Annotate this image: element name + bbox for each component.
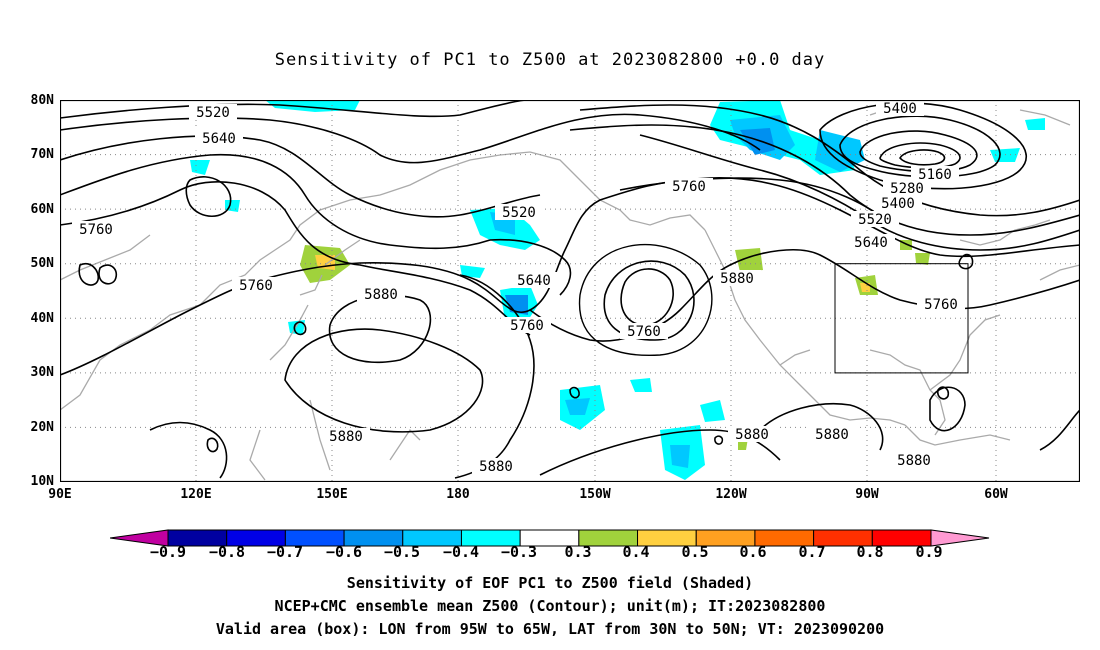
lon-label-90w: 90W xyxy=(855,487,879,502)
contour-label-text: 5640 xyxy=(517,273,551,289)
colorbar xyxy=(110,529,990,547)
contour-label-5880e: 5880 xyxy=(728,426,776,443)
map-panel: 5520 5640 5760 5520 5760 5880 5640 5760 … xyxy=(60,100,1080,482)
contour-label-text: 5880 xyxy=(720,271,754,287)
contour-label-5520b: 5520 xyxy=(495,204,543,221)
colorbar-label: −0.5 xyxy=(383,543,421,561)
contour-label-text: 5400 xyxy=(883,101,917,117)
colorbar-label: 0.8 xyxy=(856,543,884,561)
coastlines xyxy=(60,100,1080,481)
contour-label-5880b: 5880 xyxy=(713,270,761,287)
contour-label-5880f: 5880 xyxy=(808,426,856,443)
contour-label-5880d: 5880 xyxy=(472,458,520,475)
contour-label-5520c: 5520 xyxy=(851,211,899,228)
footer-line-1: Sensitivity of EOF PC1 to Z500 field (Sh… xyxy=(346,574,754,592)
contour-label-5280: 5280 xyxy=(883,180,931,197)
contour-label-text: 5880 xyxy=(735,427,769,443)
contour-label-text: 5280 xyxy=(890,181,924,197)
contour-label-text: 5760 xyxy=(627,324,661,340)
contour-labels: 5520 5640 5760 5520 5760 5880 5640 5760 … xyxy=(72,100,965,475)
contour-label-5760b: 5760 xyxy=(232,277,280,294)
colorbar-label: 0.4 xyxy=(622,543,650,561)
footer-line-3: Valid area (box): LON from 95W to 65W, L… xyxy=(215,620,885,638)
contour-label-text: 5760 xyxy=(79,222,113,238)
footer-line-2: NCEP+CMC ensemble mean Z500 (Contour); u… xyxy=(274,597,826,615)
colorbar-label: 0.3 xyxy=(564,543,592,561)
contour-label-5760d: 5760 xyxy=(620,323,668,340)
contour-label-5880c: 5880 xyxy=(322,428,370,445)
contour-label-text: 5520 xyxy=(196,105,230,121)
lat-label-60n: 60N xyxy=(30,202,54,217)
contour-label-5640b: 5640 xyxy=(510,272,558,289)
map-frame xyxy=(60,100,1080,482)
colorbar-label: −0.6 xyxy=(325,543,363,561)
contour-label-text: 5880 xyxy=(897,453,931,469)
colorbar-label: −0.4 xyxy=(442,543,480,561)
contour-label-text: 5880 xyxy=(329,429,363,445)
lat-label-30n: 30N xyxy=(30,365,54,380)
lon-label-60w: 60W xyxy=(984,487,1008,502)
lon-label-90e: 90E xyxy=(48,487,72,502)
contour-label-5880a: 5880 xyxy=(357,286,405,303)
contour-label-text: 5760 xyxy=(672,179,706,195)
contour-label-text: 5880 xyxy=(364,287,398,303)
lon-label-180: 180 xyxy=(446,487,470,502)
contour-label-text: 5760 xyxy=(924,297,958,313)
contour-label-text: 5520 xyxy=(858,212,892,228)
valid-area-box xyxy=(834,263,969,374)
lat-label-80n: 80N xyxy=(30,93,54,108)
colorbar-label: 0.5 xyxy=(681,543,709,561)
contour-label-text: 5400 xyxy=(881,196,915,212)
colorbar-label: 0.6 xyxy=(739,543,767,561)
contour-label-5640a: 5640 xyxy=(195,130,243,147)
contour-label-5640c: 5640 xyxy=(847,234,895,251)
lon-label-120e: 120E xyxy=(180,487,212,502)
contour-label-text: 5640 xyxy=(854,235,888,251)
contour-label-text: 5880 xyxy=(815,427,849,443)
contour-label-5400a: 5400 xyxy=(876,100,924,117)
lon-label-150e: 150E xyxy=(316,487,348,502)
sensitivity-shading xyxy=(190,100,1045,480)
contour-label-5880g: 5880 xyxy=(890,452,938,469)
contour-label-5760a: 5760 xyxy=(72,221,120,238)
lat-label-10n: 10N xyxy=(30,474,54,489)
lon-label-120w: 120W xyxy=(715,487,747,502)
contour-label-text: 5880 xyxy=(479,459,513,475)
contour-label-5400b: 5400 xyxy=(874,195,922,212)
lon-label-150w: 150W xyxy=(579,487,611,502)
colorbar-label: −0.8 xyxy=(208,543,246,561)
contour-label-text: 5760 xyxy=(510,318,544,334)
colorbar-high-triangle xyxy=(930,529,990,547)
colorbar-label: 0.7 xyxy=(798,543,826,561)
lat-label-20n: 20N xyxy=(30,420,54,435)
contour-label-text: 5520 xyxy=(502,205,536,221)
contour-label-text: 5160 xyxy=(918,167,952,183)
colorbar-label: −0.3 xyxy=(500,543,538,561)
lat-label-70n: 70N xyxy=(30,147,54,162)
contour-label-5760c: 5760 xyxy=(503,317,551,334)
contour-label-5760f: 5760 xyxy=(917,296,965,313)
lat-label-50n: 50N xyxy=(30,256,54,271)
contour-label-5760e: 5760 xyxy=(665,178,713,195)
colorbar-label: −0.7 xyxy=(266,543,304,561)
contour-label-5160: 5160 xyxy=(911,166,959,183)
contour-label-text: 5760 xyxy=(239,278,273,294)
contour-label-5520a: 5520 xyxy=(189,104,237,121)
lat-label-40n: 40N xyxy=(30,311,54,326)
colorbar-label: 0.9 xyxy=(915,543,943,561)
chart-title: Sensitivity of PC1 to Z500 at 2023082800… xyxy=(274,50,826,70)
contour-label-text: 5640 xyxy=(202,131,236,147)
colorbar-label: −0.9 xyxy=(149,543,187,561)
